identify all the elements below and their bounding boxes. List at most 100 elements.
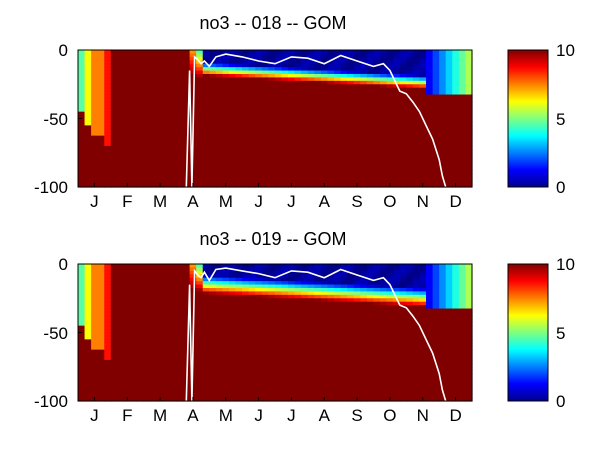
heatmap-cell bbox=[176, 394, 184, 399]
heatmap-cell bbox=[366, 311, 375, 316]
heatmap-cell bbox=[176, 274, 184, 279]
heatmap-cell bbox=[91, 359, 99, 364]
heatmap-cell bbox=[268, 149, 276, 154]
heatmap-cell bbox=[406, 173, 414, 178]
heatmap-cell bbox=[340, 325, 348, 330]
heatmap-cell bbox=[123, 128, 132, 133]
heatmap-cell bbox=[288, 342, 296, 347]
heatmap-cell bbox=[248, 332, 256, 337]
heatmap-cell bbox=[97, 373, 105, 378]
heatmap-cell bbox=[209, 394, 217, 399]
heatmap-cell bbox=[196, 67, 204, 72]
heatmap-cell bbox=[104, 267, 112, 272]
heatmap-cell bbox=[386, 380, 394, 385]
heatmap-cell bbox=[445, 176, 453, 181]
heatmap-cell bbox=[458, 370, 467, 375]
heatmap-cell bbox=[104, 322, 112, 327]
heatmap-cell bbox=[445, 298, 453, 303]
heatmap-cell bbox=[169, 380, 178, 385]
heatmap-cell bbox=[458, 373, 467, 378]
heatmap-cell bbox=[235, 363, 243, 368]
heatmap-cell bbox=[156, 56, 164, 61]
heatmap-cell bbox=[91, 267, 99, 272]
heatmap-cell bbox=[123, 101, 132, 106]
heatmap-cell bbox=[353, 377, 361, 382]
heatmap-cell bbox=[202, 84, 210, 89]
heatmap-cell bbox=[373, 291, 381, 296]
heatmap-cell bbox=[261, 128, 270, 133]
heatmap-cell bbox=[320, 67, 329, 72]
heatmap-cell bbox=[275, 169, 283, 174]
heatmap-cell bbox=[380, 139, 388, 144]
heatmap-cell bbox=[202, 125, 210, 130]
heatmap-cell bbox=[150, 308, 158, 313]
heatmap-cell bbox=[97, 325, 105, 330]
heatmap-cell bbox=[215, 94, 224, 99]
heatmap-cell bbox=[117, 311, 125, 316]
heatmap-cell bbox=[202, 73, 210, 78]
heatmap-cell bbox=[301, 315, 309, 320]
heatmap-cell bbox=[465, 156, 473, 161]
heatmap-cell bbox=[163, 383, 171, 388]
heatmap-cell bbox=[340, 363, 348, 368]
heatmap-cell bbox=[347, 329, 355, 334]
heatmap-cell bbox=[281, 73, 289, 78]
heatmap-cell bbox=[281, 287, 289, 292]
heatmap-cell bbox=[110, 287, 118, 292]
heatmap-cell bbox=[202, 387, 210, 392]
heatmap-cell bbox=[176, 305, 184, 310]
heatmap-cell bbox=[386, 53, 394, 58]
heatmap-cell bbox=[235, 359, 243, 364]
heatmap-cell bbox=[275, 121, 283, 126]
heatmap-cell bbox=[386, 180, 394, 185]
heatmap-cell bbox=[130, 301, 138, 306]
heatmap-cell bbox=[130, 353, 138, 358]
heatmap-cell bbox=[275, 366, 283, 371]
heatmap-cell bbox=[412, 125, 421, 130]
heatmap-cell bbox=[288, 387, 296, 392]
heatmap-cell bbox=[137, 373, 145, 378]
heatmap-cell bbox=[393, 163, 401, 168]
heatmap-cell bbox=[84, 125, 92, 130]
heatmap-cell bbox=[347, 315, 355, 320]
heatmap-cell bbox=[117, 383, 125, 388]
heatmap-cell bbox=[419, 356, 427, 361]
heatmap-cell bbox=[78, 101, 86, 106]
heatmap-cell bbox=[268, 73, 276, 78]
heatmap-cell bbox=[156, 383, 164, 388]
heatmap-cell bbox=[84, 318, 92, 323]
heatmap-cell bbox=[202, 264, 210, 269]
heatmap-cell bbox=[189, 394, 197, 399]
heatmap-cell bbox=[235, 163, 243, 168]
heatmap-cell bbox=[412, 180, 421, 185]
heatmap-cell bbox=[465, 166, 473, 171]
heatmap-cell bbox=[202, 322, 210, 327]
heatmap-cell bbox=[235, 322, 243, 327]
heatmap-cell bbox=[78, 353, 86, 358]
heatmap-cell bbox=[255, 67, 263, 72]
heatmap-cell bbox=[307, 80, 315, 85]
heatmap-cell bbox=[196, 104, 204, 109]
heatmap-cell bbox=[268, 101, 276, 106]
heatmap-cell bbox=[307, 115, 315, 120]
heatmap-cell bbox=[399, 108, 407, 113]
heatmap-cell bbox=[353, 125, 361, 130]
heatmap-cell bbox=[97, 169, 105, 174]
heatmap-cell bbox=[419, 94, 427, 99]
heatmap-cell bbox=[412, 301, 421, 306]
heatmap-cell bbox=[78, 67, 86, 72]
heatmap-cell bbox=[301, 108, 309, 113]
heatmap-cell bbox=[110, 298, 118, 303]
heatmap-cell bbox=[235, 104, 243, 109]
heatmap-cell bbox=[97, 97, 105, 102]
heatmap-cell bbox=[130, 318, 138, 323]
heatmap-cell bbox=[419, 298, 427, 303]
heatmap-cell bbox=[209, 142, 217, 147]
heatmap-cell bbox=[419, 121, 427, 126]
heatmap-cell bbox=[386, 63, 394, 68]
heatmap-cell bbox=[202, 53, 210, 58]
heatmap-cell bbox=[320, 97, 329, 102]
heatmap-cell bbox=[294, 267, 302, 272]
heatmap-cell bbox=[399, 339, 407, 344]
heatmap-cell bbox=[439, 101, 447, 106]
